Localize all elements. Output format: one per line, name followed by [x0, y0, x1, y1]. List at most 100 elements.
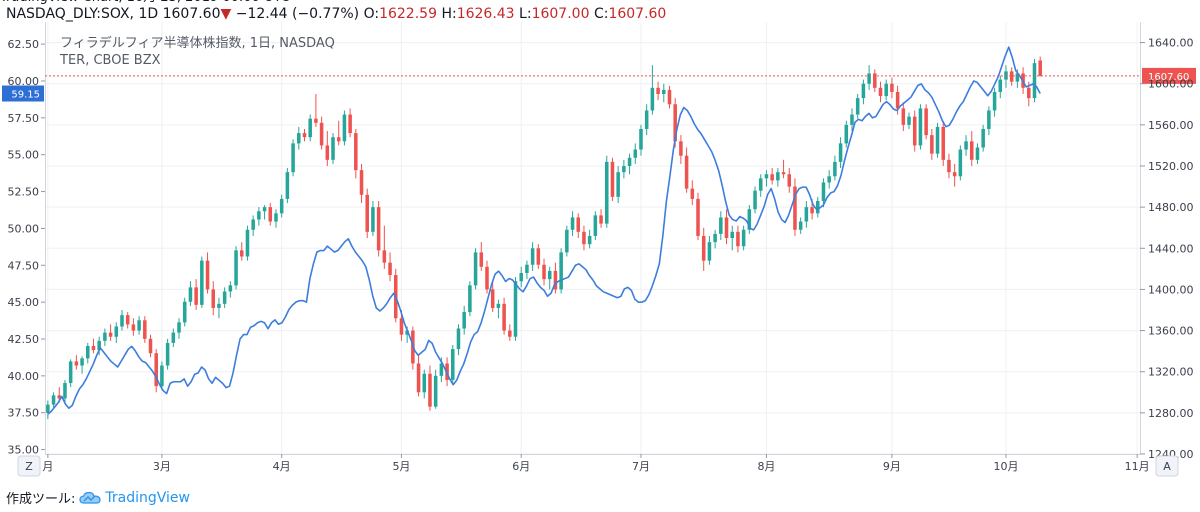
candle-body	[456, 328, 461, 350]
candle-body	[969, 141, 974, 160]
symbol-label: NASDAQ_DLY:SOX, 1D	[6, 6, 159, 22]
candle-body	[736, 231, 740, 247]
right-tick-label: 1480.00	[1148, 201, 1194, 214]
x-tick-label: 7月	[632, 460, 650, 473]
candle-body	[724, 217, 729, 238]
tradingview-brand[interactable]: TradingView	[105, 489, 190, 506]
candle	[114, 322, 119, 343]
candle	[918, 104, 923, 150]
left-tick-label: 62.50	[8, 38, 40, 51]
auto-scale-button[interactable]: A	[1155, 455, 1179, 477]
candle	[576, 213, 581, 238]
candle	[1038, 56, 1042, 77]
candle-body	[211, 289, 216, 308]
candle-body	[137, 320, 141, 331]
candle-body	[713, 233, 717, 243]
candle	[873, 69, 877, 92]
x-tick-label: 10月	[993, 460, 1018, 473]
candle	[622, 159, 626, 179]
left-tick-label: 35.00	[8, 444, 40, 457]
candle-body	[667, 89, 672, 105]
candle	[958, 145, 963, 181]
right-tick-label: 1520.00	[1148, 160, 1194, 173]
candle-body	[587, 235, 592, 245]
candle-body	[907, 116, 911, 125]
close-value: 1607.60	[608, 6, 667, 22]
sox-candles	[46, 56, 1042, 420]
left-scale-button[interactable]: Z	[17, 455, 41, 477]
candle-body	[878, 87, 883, 97]
candle	[935, 122, 940, 158]
candle	[234, 246, 238, 290]
candle	[650, 65, 655, 115]
candle-body	[1009, 71, 1014, 82]
candle-body	[827, 176, 831, 183]
candle	[884, 79, 888, 101]
candle-body	[86, 346, 90, 359]
candle	[719, 211, 723, 241]
candle	[861, 79, 866, 105]
candle	[838, 137, 843, 169]
candle-body	[958, 149, 963, 177]
candle	[325, 131, 330, 166]
candle	[137, 316, 141, 335]
candle-body	[553, 270, 558, 290]
open-value: 1622.59	[379, 6, 437, 22]
candle	[171, 328, 176, 348]
candle	[416, 355, 421, 397]
candle-body	[319, 122, 324, 146]
candle-body	[388, 262, 392, 276]
candle-body	[810, 207, 814, 214]
candle	[1009, 67, 1014, 86]
cloud-logo-icon	[79, 491, 101, 505]
candle-body	[63, 383, 67, 399]
candle-body	[844, 124, 849, 144]
right-tick-label: 1640.00	[1148, 37, 1194, 50]
candle	[262, 205, 267, 220]
candle	[570, 211, 575, 236]
candle-body	[644, 110, 649, 129]
candle-body	[633, 149, 638, 158]
candle	[428, 365, 432, 411]
ter-last-badge-bg	[2, 85, 44, 102]
candle-body	[359, 170, 364, 195]
candle	[257, 207, 261, 226]
candle	[165, 338, 170, 370]
last-price-badge: 1607.60	[1142, 67, 1196, 84]
candle	[63, 379, 67, 403]
candle	[388, 252, 392, 282]
candle	[86, 342, 90, 364]
candle	[302, 128, 307, 142]
candle	[160, 361, 164, 391]
candle	[217, 297, 221, 319]
candle	[969, 131, 974, 166]
candle	[291, 139, 295, 177]
candle	[816, 196, 820, 218]
candle	[451, 344, 455, 385]
left-tick-label: 55.00	[8, 149, 40, 162]
candle	[662, 83, 666, 103]
candle	[530, 242, 535, 271]
candle	[964, 135, 968, 156]
candle	[120, 310, 124, 331]
candle	[633, 143, 638, 164]
candle-body	[559, 252, 563, 290]
candle-body	[143, 320, 147, 339]
candle	[182, 297, 187, 327]
right-tick-label: 1560.00	[1148, 119, 1194, 132]
candle-body	[981, 128, 985, 148]
candle-body	[690, 188, 695, 199]
candle-body	[302, 133, 307, 138]
candle-body	[462, 312, 466, 329]
candle-body	[855, 98, 860, 115]
left-tick-label: 60.00	[8, 75, 40, 88]
candle-body	[941, 126, 946, 160]
candle-body	[274, 213, 278, 222]
candle	[987, 106, 991, 136]
candle	[901, 102, 906, 132]
candle	[297, 126, 301, 150]
x-tick-label: 月	[42, 460, 53, 473]
candle	[736, 225, 740, 253]
candle	[559, 248, 563, 294]
